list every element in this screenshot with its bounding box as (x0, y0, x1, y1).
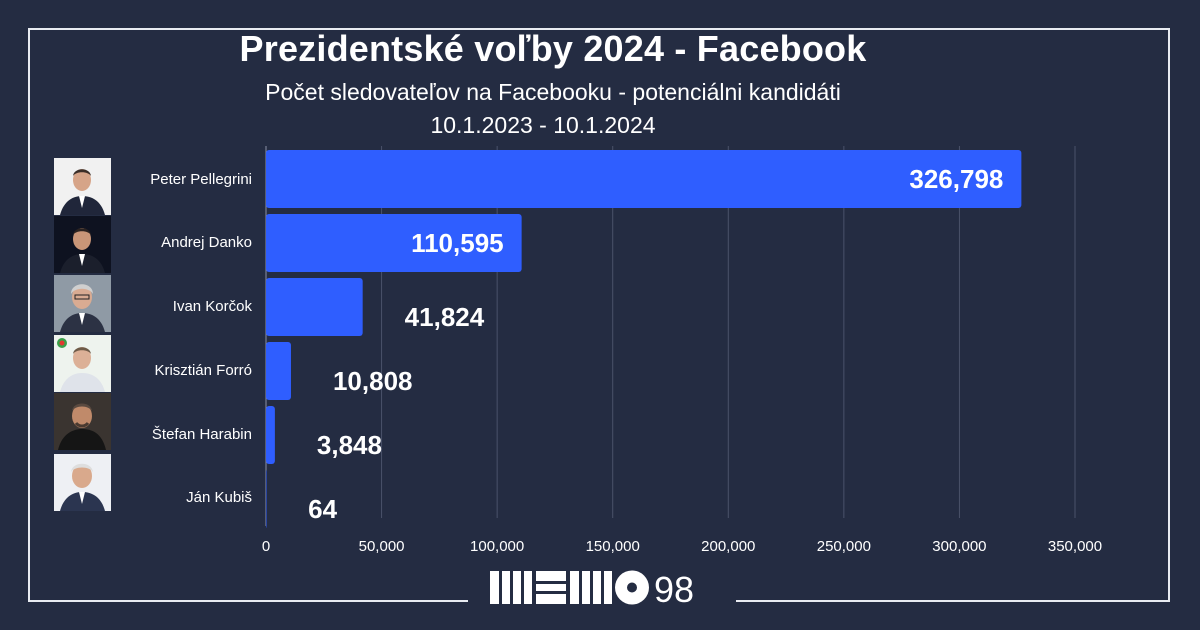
candidate-photo (54, 393, 111, 450)
category-label: Štefan Harabin (151, 426, 252, 443)
logo-text: 98 (654, 569, 694, 607)
candidate-photo (54, 454, 111, 511)
category-label: Peter Pellegrini (150, 171, 252, 188)
date-range: 10.1.2023 - 10.1.2024 (430, 112, 656, 138)
portrait-icon (54, 335, 111, 392)
category-label: Krisztián Forró (154, 362, 252, 379)
category-label: Andrej Danko (161, 234, 252, 251)
portrait-icon (54, 454, 111, 511)
candidate-photo (54, 158, 111, 215)
category-label: Ivan Korčok (172, 298, 252, 315)
candidate-photo (54, 275, 111, 332)
candidate-photo (54, 335, 111, 392)
portrait-icon (54, 158, 111, 215)
chart-subtitle: Počet sledovateľov na Facebooku - potenc… (265, 79, 841, 105)
candidate-photo (54, 216, 111, 273)
portrait-icon (54, 275, 111, 332)
portrait-icon (54, 216, 111, 273)
category-label: Ján Kubiš (186, 489, 252, 506)
chart-title: Prezidentské voľby 2024 - Facebook (239, 28, 867, 69)
memo98-logo: 98 (490, 569, 694, 607)
portrait-icon (54, 393, 111, 450)
